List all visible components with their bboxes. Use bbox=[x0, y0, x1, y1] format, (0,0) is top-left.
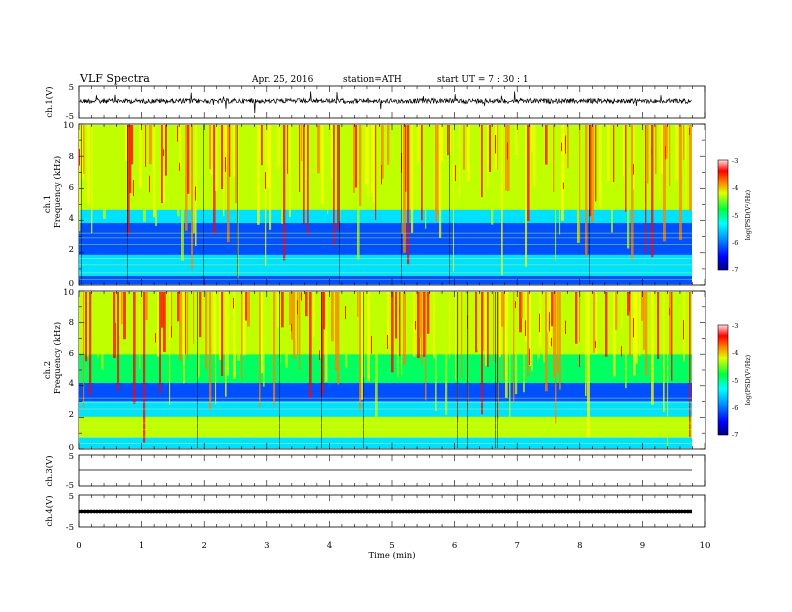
x-tick-3: 3 bbox=[264, 541, 269, 551]
ch2-freq-tick-8: 8 bbox=[69, 318, 74, 328]
x-tick-6: 6 bbox=[452, 541, 457, 551]
ch1-wave-tick-bottom: -5 bbox=[66, 112, 74, 122]
colorbar-ch1: -3 -4 -5 -6 -7 log(PSD(V²/Hz) bbox=[717, 157, 752, 274]
x-tick-7: 7 bbox=[514, 541, 519, 551]
ch1-spectrogram-image bbox=[79, 125, 705, 285]
cb1-label: log(PSD(V²/Hz) bbox=[744, 189, 752, 240]
ch1-wave-ylabel: ch.1(V) bbox=[44, 86, 55, 117]
cb1-tick-m3: -3 bbox=[732, 157, 738, 165]
x-tick-8: 8 bbox=[577, 541, 582, 551]
ch1-waveform-line bbox=[78, 91, 692, 114]
ch4-wave-tick-top: 5 bbox=[69, 492, 74, 502]
x-tick-5: 5 bbox=[389, 541, 394, 551]
panel-tick-marks bbox=[78, 86, 706, 527]
x-tick-4: 4 bbox=[327, 541, 332, 551]
start-time-label: start UT = 7 : 30 : 1 bbox=[437, 75, 529, 85]
cb2-tick-m7: -7 bbox=[732, 431, 738, 439]
ch4-waveform-line bbox=[79, 510, 692, 513]
ch2-freq-tick-4: 4 bbox=[69, 379, 74, 389]
x-axis: 0 1 2 3 4 5 6 7 8 9 10 Time (min) bbox=[76, 541, 710, 561]
ch4-wave-panel: 5 -5 ch.4(V) bbox=[44, 492, 706, 533]
ch2-spec-ylabel: Frequency (kHz) bbox=[52, 322, 63, 394]
ch3-wave-tick-bottom: -5 bbox=[66, 481, 74, 491]
ch4-wave-ylabel: ch.4(V) bbox=[44, 495, 55, 526]
ch3-wave-ylabel: ch.3(V) bbox=[44, 455, 55, 486]
cb1-tick-m4: -4 bbox=[732, 184, 738, 192]
ch2-freq-tick-6: 6 bbox=[69, 349, 74, 359]
ch1-wave-panel: 5 -5 ch.1(V) bbox=[44, 83, 706, 122]
ch2-freq-tick-0: 0 bbox=[69, 443, 74, 453]
ch1-spec-channel-label: ch.1 bbox=[43, 195, 53, 213]
chart-title: VLF Spectra bbox=[79, 72, 150, 85]
x-axis-label: Time (min) bbox=[368, 550, 415, 561]
ch2-freq-tick-10: 10 bbox=[63, 288, 74, 298]
ch1-freq-tick-6: 6 bbox=[69, 183, 74, 193]
cb1-tick-m7: -7 bbox=[732, 266, 738, 274]
ch3-wave-tick-top: 5 bbox=[69, 452, 74, 462]
ch1-spec-ylabel: Frequency (kHz) bbox=[52, 156, 63, 228]
ch4-wave-tick-bottom: -5 bbox=[66, 523, 74, 533]
cb2-label: log(PSD(V²/Hz) bbox=[744, 354, 752, 405]
ch2-spectrogram-panel: 10 8 6 4 2 0 ch.2 Frequency (kHz) bbox=[43, 288, 706, 453]
ch1-freq-tick-10: 10 bbox=[63, 121, 74, 131]
ch2-spectrogram-image bbox=[79, 292, 705, 449]
ch1-wave-tick-top: 5 bbox=[69, 83, 74, 93]
date-label: Apr. 25, 2016 bbox=[251, 75, 314, 85]
ch2-spec-channel-label: ch.2 bbox=[43, 361, 53, 379]
ch1-spectrogram-panel: 10 8 6 4 2 0 ch.1 Frequency (kHz) bbox=[43, 121, 706, 289]
x-tick-2: 2 bbox=[201, 541, 206, 551]
ch1-freq-tick-0: 0 bbox=[69, 279, 74, 289]
ch2-freq-tick-2: 2 bbox=[69, 410, 74, 420]
cb1-tick-m5: -5 bbox=[732, 212, 738, 220]
ch1-freq-tick-4: 4 bbox=[69, 214, 74, 224]
ch1-freq-tick-2: 2 bbox=[69, 245, 74, 255]
ch3-wave-panel: 5 -5 ch.3(V) bbox=[44, 452, 706, 491]
cb1-tick-m6: -6 bbox=[732, 239, 738, 247]
x-tick-1: 1 bbox=[139, 541, 144, 551]
ch1-freq-tick-8: 8 bbox=[69, 152, 74, 162]
x-tick-9: 9 bbox=[640, 541, 645, 551]
cb2-tick-m5: -5 bbox=[732, 377, 738, 385]
station-label: station=ATH bbox=[343, 75, 402, 85]
colorbar-ch2: -3 -4 -5 -6 -7 log(PSD(V²/Hz) bbox=[717, 322, 752, 439]
cb2-tick-m3: -3 bbox=[732, 322, 738, 330]
x-tick-0: 0 bbox=[76, 541, 81, 551]
x-tick-10: 10 bbox=[700, 541, 711, 551]
cb2-tick-m6: -6 bbox=[732, 404, 738, 412]
cb2-tick-m4: -4 bbox=[732, 349, 738, 357]
